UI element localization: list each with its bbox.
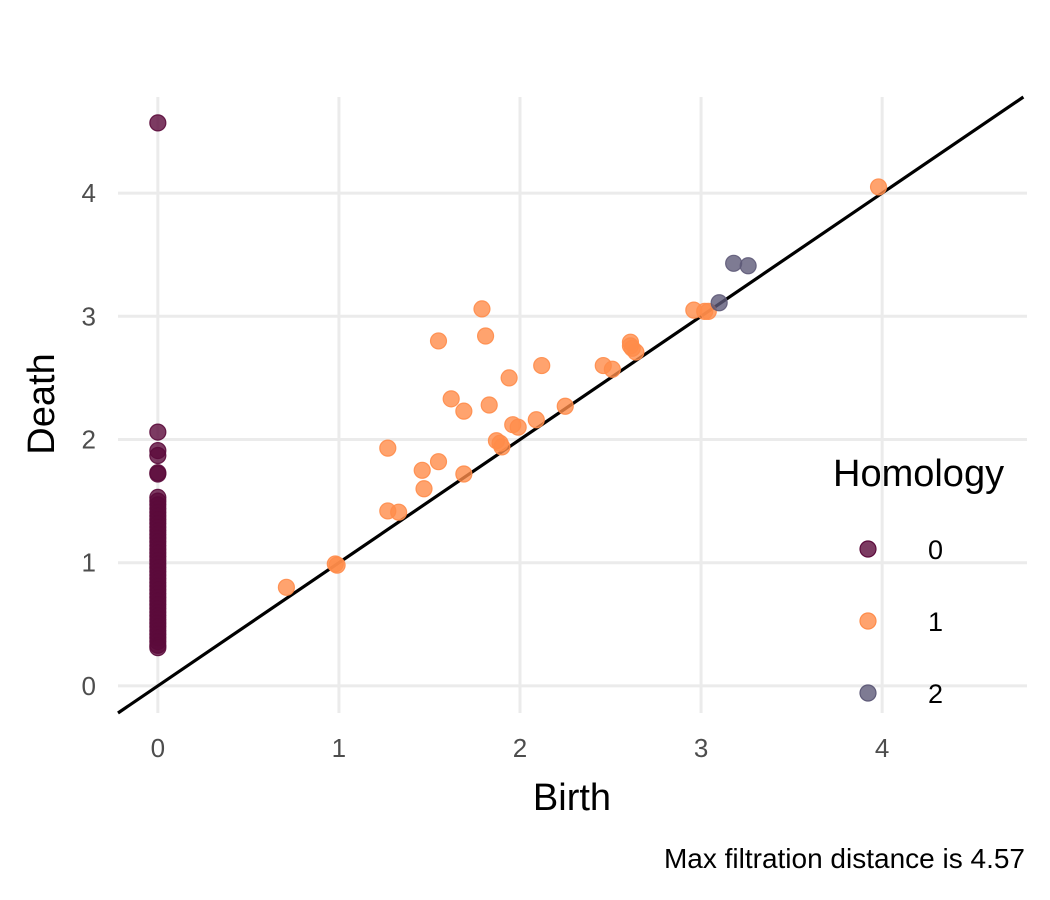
point-h1 bbox=[869, 178, 888, 196]
legend-key-1 bbox=[859, 612, 877, 630]
point-h1 bbox=[455, 402, 473, 420]
point-h1 bbox=[627, 343, 645, 361]
caption: Max filtration distance is 4.57 bbox=[664, 843, 1025, 874]
legend-title: Homology bbox=[833, 453, 1004, 495]
point-h1 bbox=[429, 332, 448, 350]
legend-key-0 bbox=[859, 540, 877, 558]
x-tick-label: 3 bbox=[694, 733, 708, 763]
point-h1 bbox=[493, 438, 511, 456]
point-h2 bbox=[725, 254, 743, 272]
point-h0 bbox=[149, 114, 167, 132]
point-h2 bbox=[710, 294, 728, 312]
point-h0 bbox=[149, 639, 167, 657]
point-h1 bbox=[415, 480, 433, 498]
tick-labels: 0 1 2 3 4 0 1 2 3 4 bbox=[82, 178, 890, 763]
data-points bbox=[149, 114, 888, 657]
point-h1 bbox=[379, 439, 397, 457]
point-h1 bbox=[429, 453, 448, 471]
x-tick-label: 4 bbox=[875, 733, 889, 763]
legend-key-2 bbox=[859, 684, 877, 702]
point-h1 bbox=[527, 411, 545, 429]
point-h1 bbox=[509, 418, 527, 436]
y-axis-title: Death bbox=[21, 353, 63, 454]
y-tick-label: 1 bbox=[82, 548, 96, 578]
point-h1 bbox=[476, 327, 495, 345]
y-tick-label: 3 bbox=[82, 301, 96, 331]
x-tick-label: 1 bbox=[332, 733, 346, 763]
point-h0 bbox=[149, 423, 167, 441]
point-h1 bbox=[533, 356, 551, 375]
point-h1 bbox=[603, 360, 621, 378]
point-h0 bbox=[149, 465, 167, 483]
x-tick-label: 0 bbox=[151, 733, 165, 763]
legend-label-1: 1 bbox=[928, 607, 943, 637]
point-h1 bbox=[473, 300, 491, 318]
point-h1 bbox=[328, 556, 346, 574]
point-h1 bbox=[413, 461, 431, 479]
point-h1 bbox=[455, 465, 473, 483]
x-axis-title: Birth bbox=[533, 777, 611, 819]
point-h1 bbox=[480, 396, 498, 414]
point-h1 bbox=[390, 503, 408, 521]
point-h1 bbox=[500, 369, 518, 387]
point-h1 bbox=[277, 578, 296, 596]
x-tick-label: 2 bbox=[513, 733, 527, 763]
y-tick-label: 2 bbox=[82, 424, 96, 454]
y-tick-label: 0 bbox=[82, 671, 96, 701]
legend-entries: 0 1 2 bbox=[859, 535, 943, 709]
legend-label-2: 2 bbox=[928, 679, 943, 709]
legend-label-0: 0 bbox=[928, 535, 943, 565]
point-h0 bbox=[149, 446, 167, 465]
y-tick-label: 4 bbox=[82, 178, 96, 208]
point-h2 bbox=[739, 257, 757, 275]
point-h1 bbox=[442, 390, 460, 408]
point-h1 bbox=[556, 397, 574, 415]
legend: Homology 0 1 2 bbox=[833, 453, 1004, 709]
